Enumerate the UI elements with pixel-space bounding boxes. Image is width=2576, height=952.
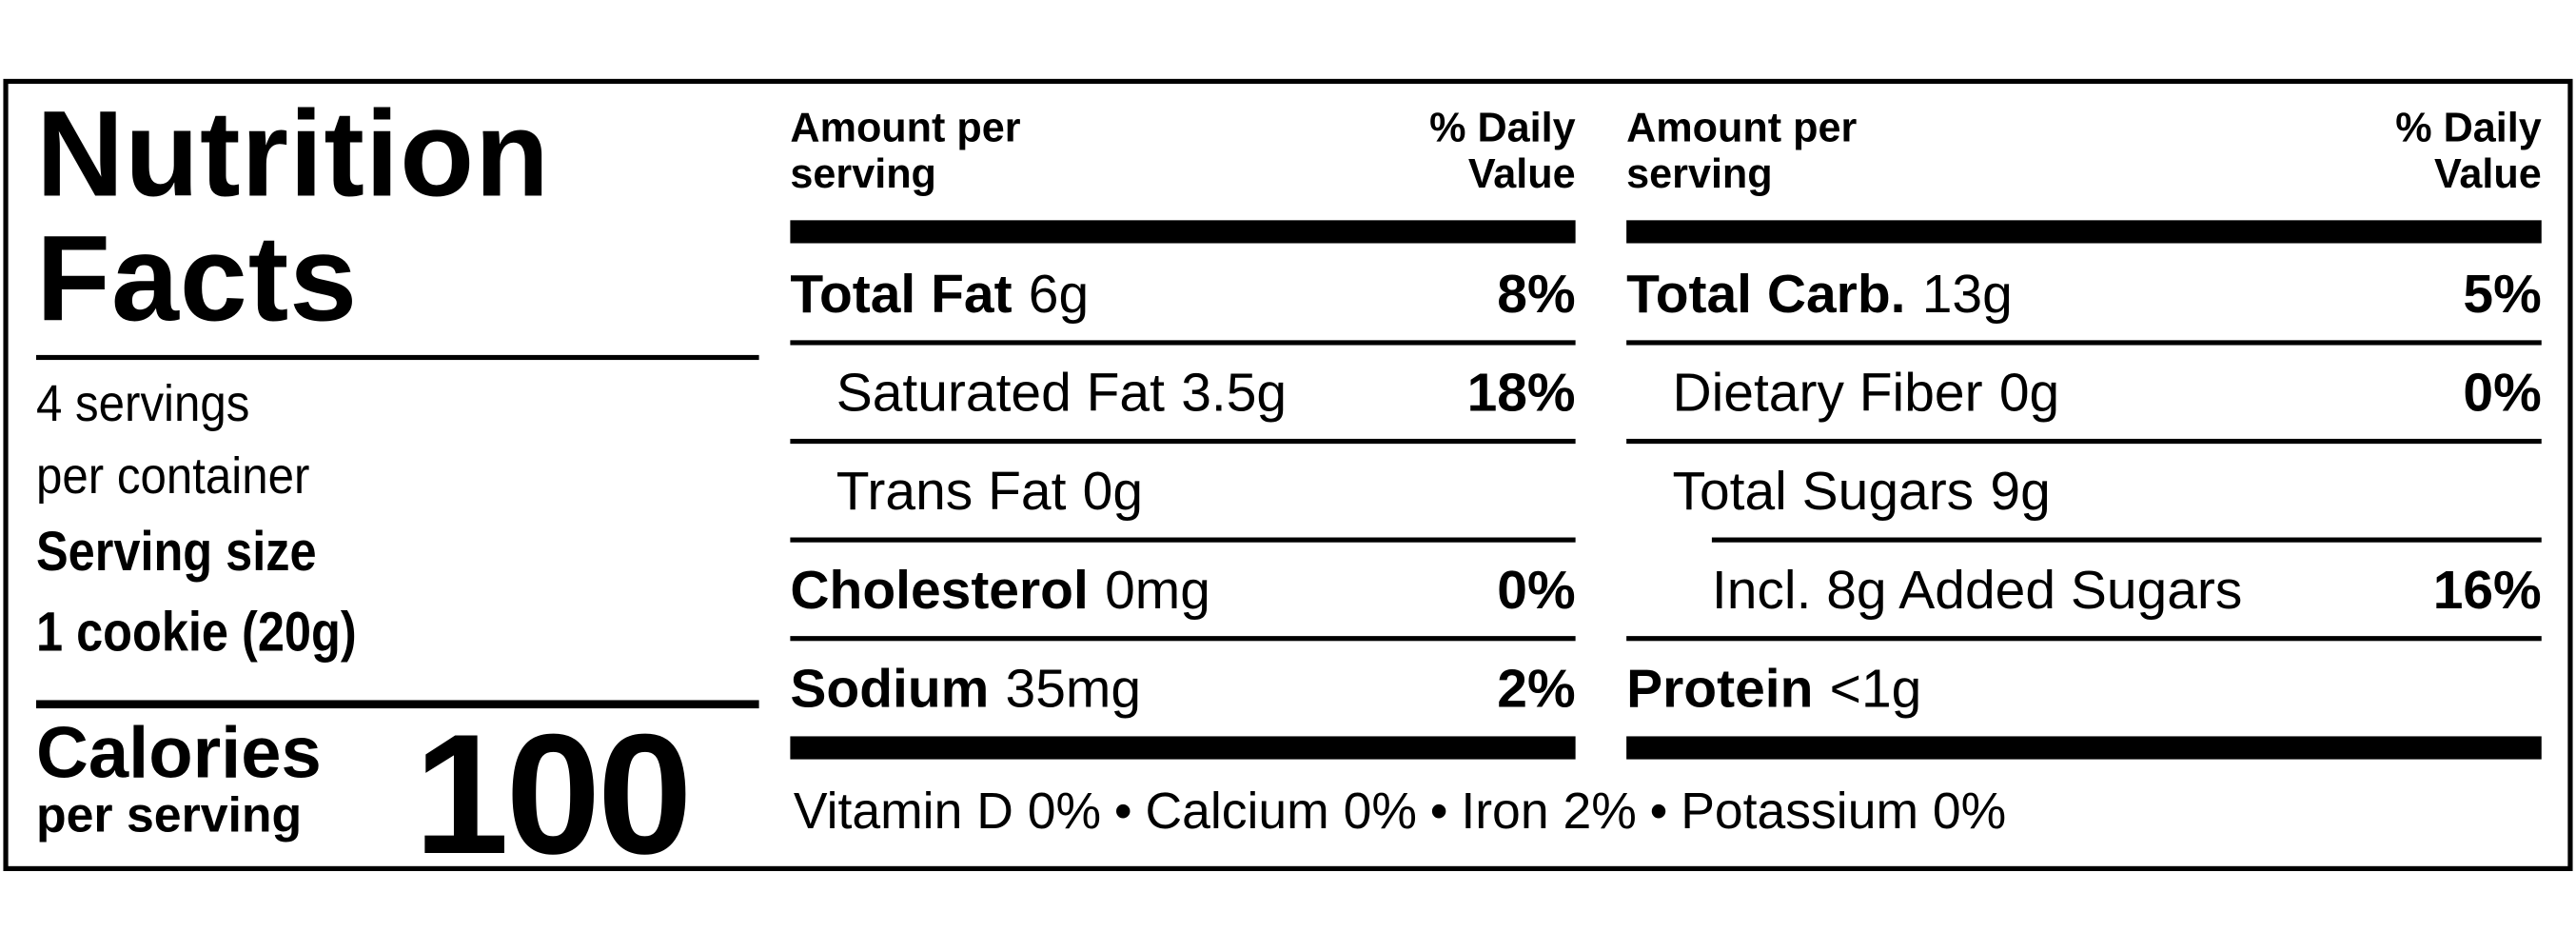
nutrient-row: Saturated Fat 3.5g 18% [790,346,1576,439]
nutrient-amount: 3.5g [1181,360,1288,422]
daily-value: 16% [2432,558,2542,619]
header-amount: Amount per serving [790,105,1021,198]
daily-value: 0% [1497,558,1576,619]
thick-divider [790,220,1576,244]
title: Nutrition Facts [35,85,550,347]
label-border [3,78,2573,871]
row-divider [790,537,1576,543]
nutrient-row: Total Carb. 13g 5% [1626,247,2542,340]
header-amount: Amount per serving [1626,105,1858,198]
daily-value: 18% [1466,360,1576,422]
calories-value: 100 [414,700,693,891]
vitamin-item: Vitamin D 0% [793,782,1102,841]
nutrient-amount: 6g [1028,262,1090,324]
nutrient-row: Total Fat 6g 8% [790,247,1575,340]
vitamin-item: Potassium 0% [1681,782,2007,841]
separator: • [1113,782,1132,841]
row-divider [1626,636,2542,642]
thick-divider [1626,220,2542,244]
nutrient-name: Protein [1626,656,1814,718]
divider [35,700,759,709]
nutrient-amount: 0g [1082,459,1144,521]
daily-value: 2% [1497,656,1576,718]
vitamin-item: Calcium 0% [1145,782,1417,841]
daily-value: 0% [2463,360,2542,422]
nutrient-row: Protein <1g [1626,641,2542,734]
nutrient-name: Trans Fat [836,459,1067,521]
header-dv: % Daily Value [2395,105,2542,198]
nutrient-amount: 9g [1990,459,2051,521]
nutrient-amount: 35mg [1005,656,1142,718]
footer: Vitamin D 0% • Calcium 0% • Iron 2% • Potassiu… [794,783,2006,842]
row-divider [790,636,1576,642]
thick-divider [790,736,1576,760]
separator: • [1649,782,1668,841]
calories-label: Calories [35,713,322,794]
nutrient-name: Total Sugars [1672,459,1975,521]
servings-line: per container [35,446,310,506]
separator: • [1429,782,1448,841]
row-divider [790,340,1576,346]
calories-sub: per serving [35,788,303,843]
row-divider [790,438,1576,445]
daily-value: 8% [1497,262,1576,324]
nutrient-row: Trans Fat 0g [790,444,1575,537]
nutrient-row: Dietary Fiber 0g 0% [1626,346,2542,439]
nutrient-name: Saturated Fat [836,360,1165,422]
nutrient-row: Cholesterol 0mg 0% [790,543,1575,636]
nutrient-name: Total Fat [790,262,1013,324]
vitamin-item: Iron 2% [1461,782,1637,841]
nutrient-amount: 0g [1998,360,2060,422]
nutrient-row: Total Sugars 9g [1626,444,2542,537]
header-dv: % Daily Value [1429,105,1576,198]
serving-size: 1 cookie (20g) [35,601,357,664]
nutrient-name: Cholesterol [790,558,1089,619]
nutrient-name: Incl. 8g Added Sugars [1711,558,2243,619]
nutrient-row: Sodium 35mg 2% [790,641,1575,734]
nutrient-name: Dietary Fiber [1672,360,1983,422]
nutrient-amount: 0mg [1105,558,1210,619]
row-divider [1711,537,2542,543]
thick-divider [1626,736,2542,760]
row-divider [1626,438,2542,445]
nutrient-row: Incl. 8g Added Sugars 16% [1626,543,2542,636]
daily-value: 5% [2463,262,2542,324]
nutrient-name: Total Carb. [1626,262,1906,324]
nutrient-amount: <1g [1829,656,1922,718]
servings-line: 4 servings [35,374,250,433]
nutrient-name: Sodium [790,656,990,718]
divider [35,354,759,361]
row-divider [1626,340,2542,346]
nutrient-amount: 13g [1921,262,2013,324]
serving-size-label: Serving size [35,521,317,584]
